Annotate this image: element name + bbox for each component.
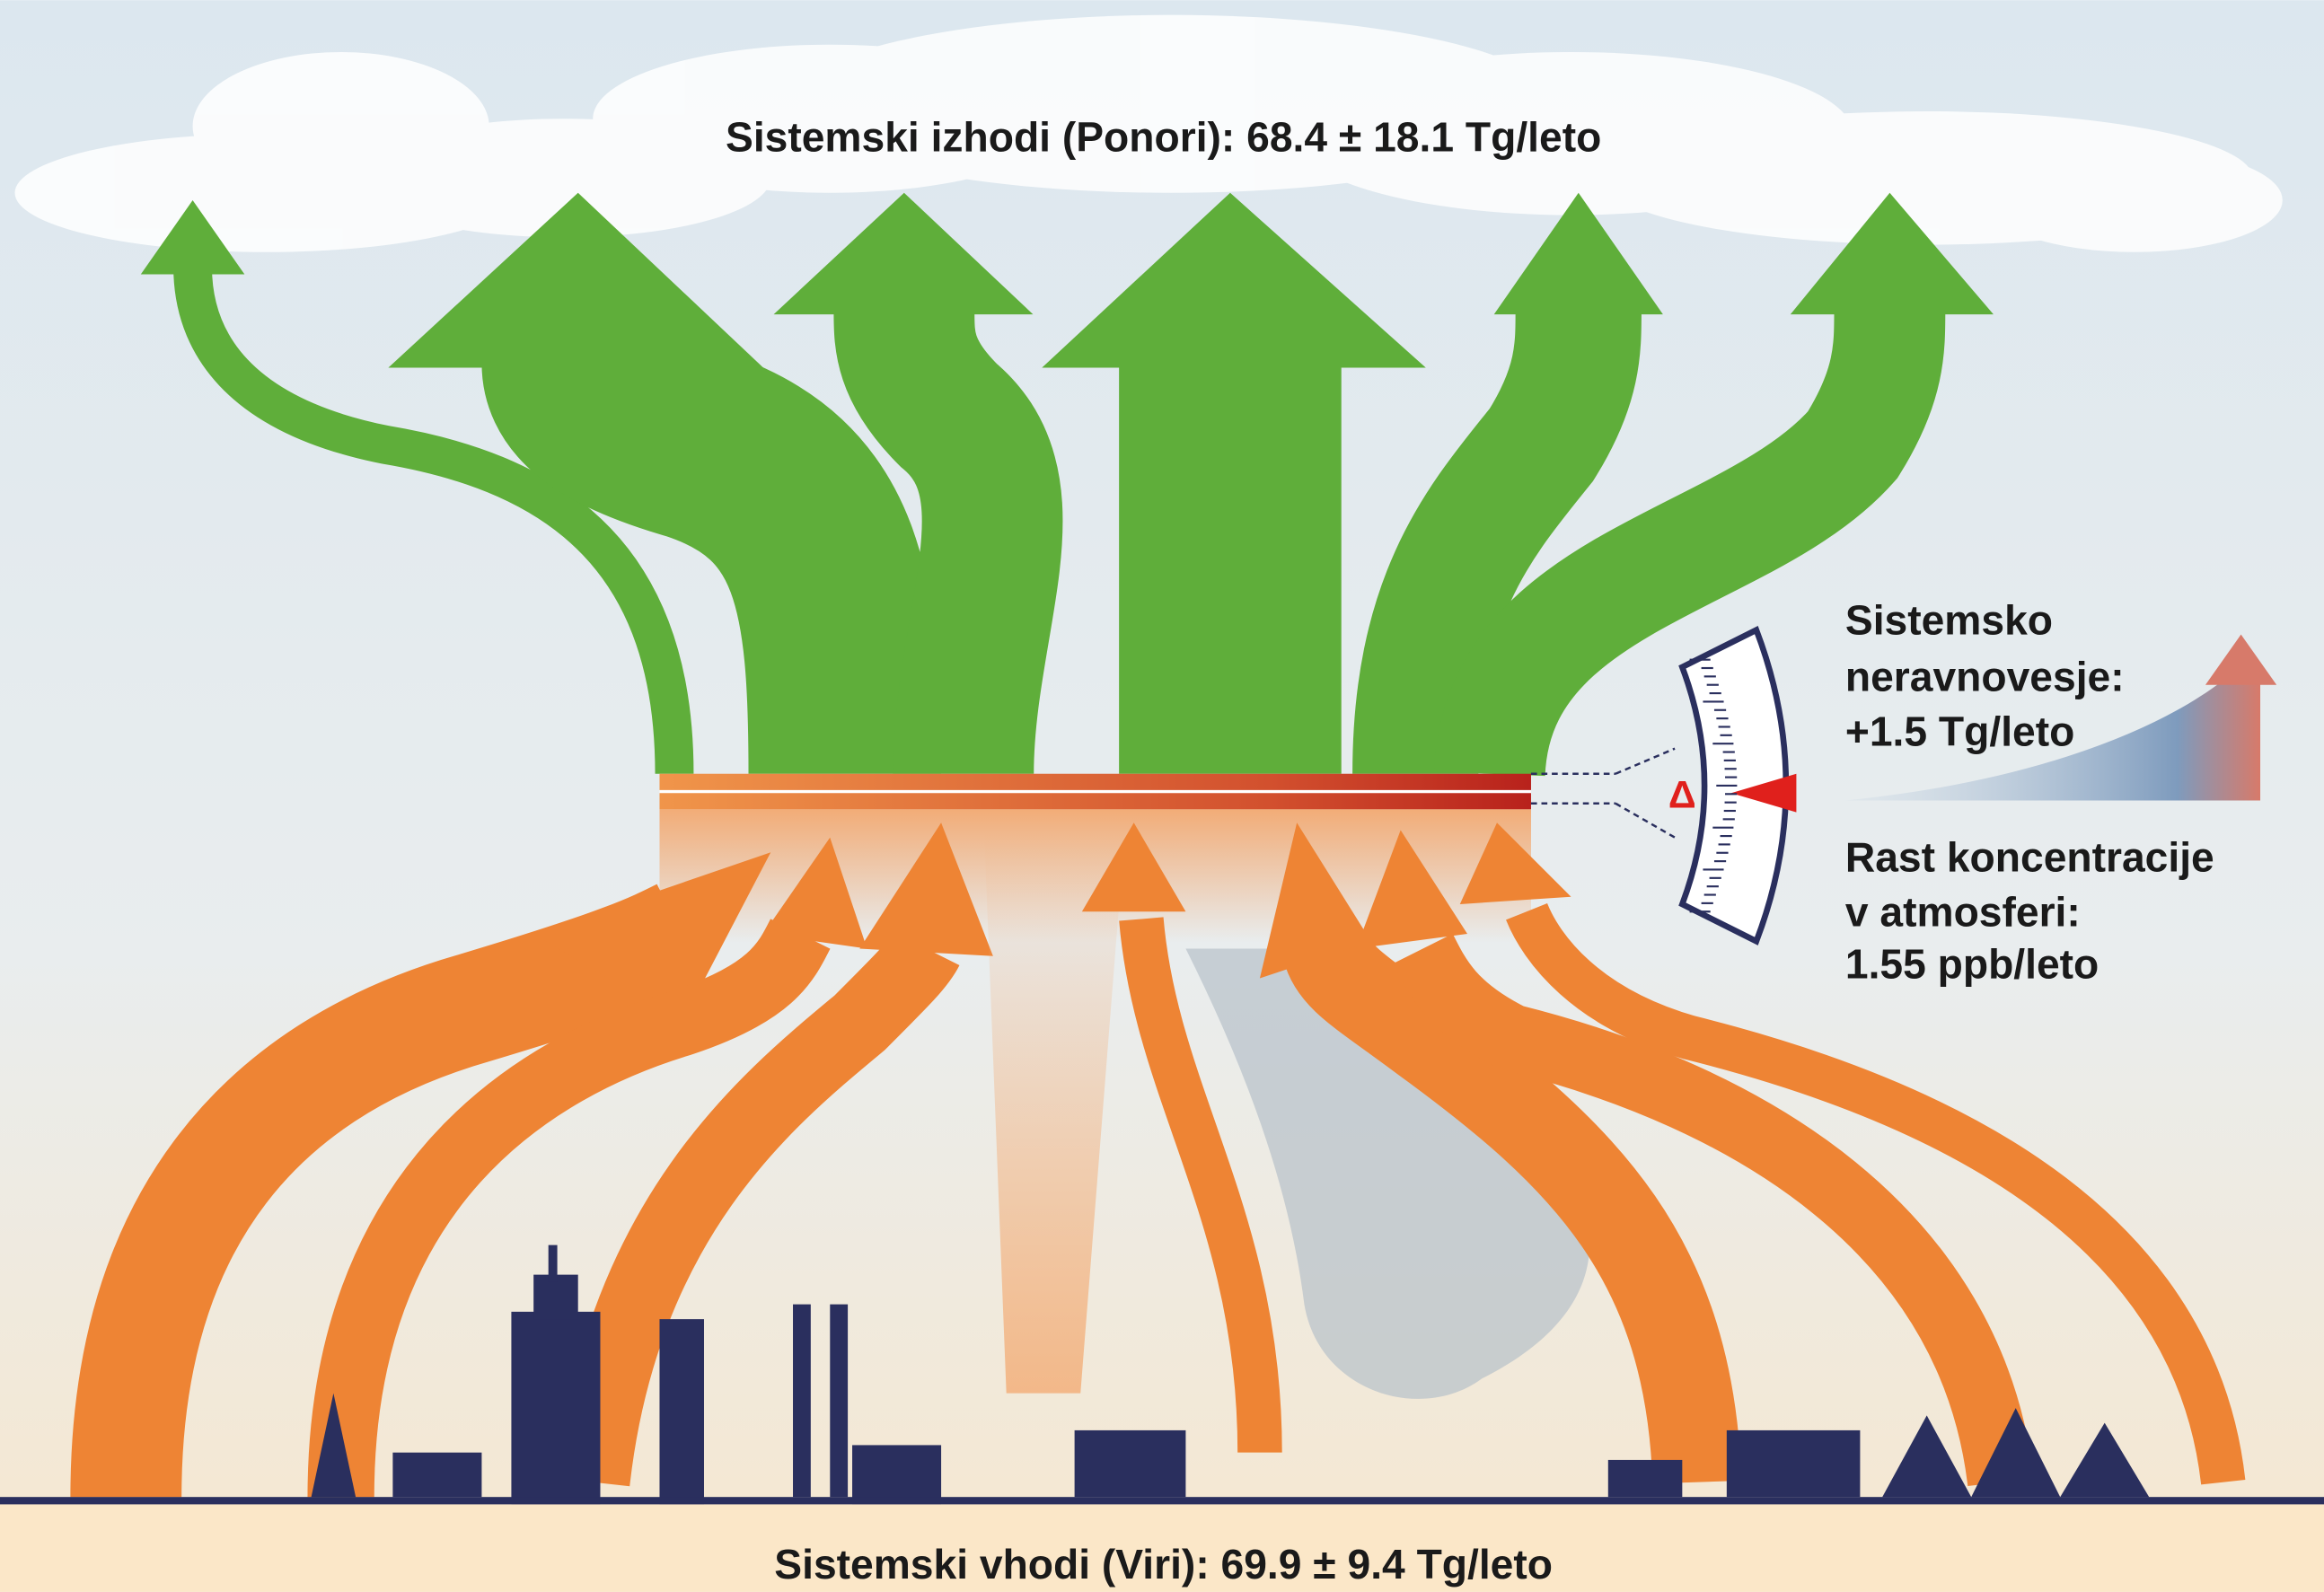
source-arrows: [70, 822, 2246, 1498]
clouds: [14, 14, 2283, 252]
sources-title: Sistemski vhodi (Viri): 69.9 ± 9.4 Tg/le…: [774, 1541, 1553, 1588]
delta-symbol: Δ: [1668, 774, 1696, 817]
growth-line: Rast koncentracije: [1845, 834, 2214, 881]
footer-band: [0, 1504, 2324, 1592]
sink-arrows: [140, 192, 1994, 778]
gauge-ticks: [1689, 658, 1738, 913]
sinks-title: Sistemski izhodi (Ponori): 68.4 ± 18.1 T…: [726, 114, 1601, 161]
imbalance-line: Sistemsko: [1845, 597, 2053, 644]
growth-line: v atmosferi:: [1845, 889, 2081, 936]
trend-area: [1844, 674, 2261, 801]
imbalance-line: +1.5 Tg/leto: [1845, 708, 2074, 754]
smoke: [1185, 948, 1590, 1399]
landscape: [0, 1245, 2324, 1505]
growth-line: 1.55 ppb/leto: [1845, 941, 2099, 988]
trend-arrowhead: [2205, 634, 2277, 685]
imbalance-line: neravnovesje:: [1845, 653, 2125, 699]
